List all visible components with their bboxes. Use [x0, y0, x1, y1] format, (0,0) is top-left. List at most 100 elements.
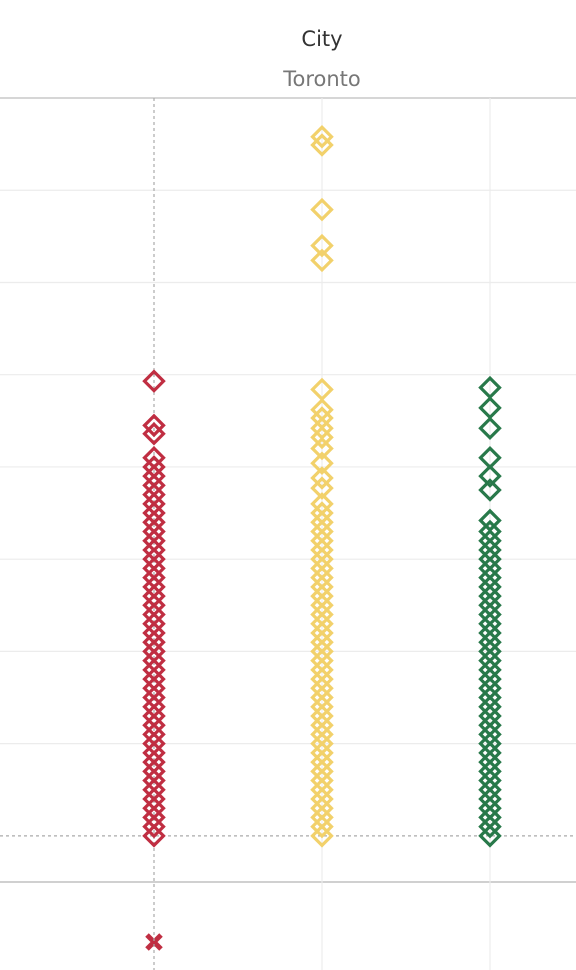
point	[478, 805, 502, 830]
point	[310, 510, 334, 535]
point	[310, 648, 334, 673]
point	[310, 639, 334, 664]
point	[478, 528, 502, 553]
point	[142, 482, 166, 507]
point	[478, 787, 502, 811]
point	[142, 519, 166, 544]
point	[142, 492, 166, 516]
point	[478, 658, 502, 682]
point	[478, 611, 502, 636]
point	[310, 593, 334, 618]
point	[310, 197, 334, 222]
point	[310, 704, 334, 728]
point	[310, 750, 334, 774]
point	[478, 639, 502, 664]
point	[310, 658, 334, 682]
point	[478, 464, 502, 488]
point	[310, 694, 334, 719]
point	[310, 759, 334, 784]
point	[142, 445, 166, 470]
point	[142, 584, 166, 608]
point	[310, 741, 334, 765]
point	[478, 565, 502, 590]
point	[142, 630, 166, 654]
point	[478, 648, 502, 673]
point	[310, 787, 334, 811]
point	[142, 473, 166, 498]
point	[310, 768, 334, 793]
point	[142, 778, 166, 802]
point	[478, 396, 502, 420]
point	[310, 538, 334, 562]
point	[478, 694, 502, 719]
point	[142, 611, 166, 636]
point	[142, 413, 166, 438]
point	[478, 768, 502, 793]
point	[310, 621, 334, 645]
point	[142, 658, 166, 682]
point	[310, 519, 334, 544]
point	[142, 464, 166, 488]
point	[310, 778, 334, 802]
point	[478, 519, 502, 544]
point	[142, 768, 166, 793]
point	[310, 466, 334, 490]
point	[142, 528, 166, 553]
point	[142, 575, 166, 599]
point	[142, 538, 166, 562]
point	[310, 492, 334, 516]
point	[142, 713, 166, 737]
point	[478, 685, 502, 710]
point	[142, 369, 166, 393]
point	[310, 667, 334, 691]
point	[478, 676, 502, 701]
point	[142, 501, 166, 525]
point	[310, 824, 334, 848]
point	[142, 741, 166, 765]
point	[478, 538, 502, 562]
point	[310, 676, 334, 701]
point	[478, 556, 502, 581]
point	[478, 741, 502, 765]
point	[310, 501, 334, 525]
point	[142, 787, 166, 811]
point	[310, 248, 334, 273]
point	[478, 584, 502, 608]
point	[310, 547, 334, 571]
point	[310, 731, 334, 756]
point	[310, 565, 334, 590]
lower-pane-mark	[145, 933, 163, 951]
point	[478, 593, 502, 618]
point	[310, 602, 334, 627]
point	[478, 547, 502, 571]
point	[310, 805, 334, 830]
point	[142, 759, 166, 784]
point	[310, 528, 334, 553]
point	[478, 478, 502, 502]
point	[310, 377, 334, 402]
point	[478, 750, 502, 774]
point	[310, 556, 334, 581]
point	[478, 824, 502, 848]
point	[478, 704, 502, 728]
point	[142, 805, 166, 830]
pane-title: Toronto	[282, 67, 361, 91]
point	[142, 676, 166, 701]
point	[142, 556, 166, 581]
point	[310, 630, 334, 654]
point	[310, 611, 334, 636]
point	[310, 713, 334, 737]
point	[478, 796, 502, 820]
point	[142, 510, 166, 535]
point	[478, 602, 502, 627]
point	[142, 685, 166, 710]
point	[310, 124, 334, 149]
point	[142, 639, 166, 664]
point	[310, 575, 334, 599]
point	[478, 814, 502, 839]
point	[142, 602, 166, 627]
point	[142, 731, 166, 756]
point	[478, 630, 502, 654]
point	[478, 575, 502, 599]
